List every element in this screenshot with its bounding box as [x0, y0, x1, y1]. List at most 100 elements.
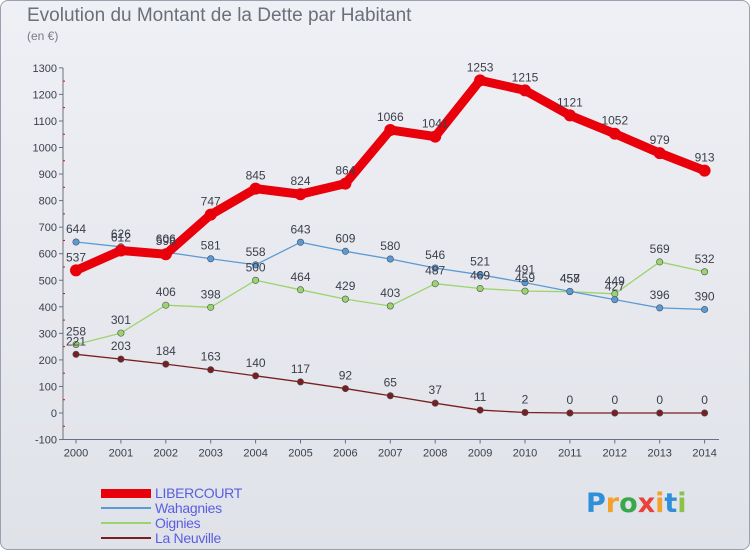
y-tick-label: 1300	[33, 63, 57, 75]
data-label-la-neuville: 2	[522, 392, 529, 406]
data-label-la-neuville: 140	[246, 356, 266, 370]
data-point-la-neuville	[521, 408, 529, 416]
data-label-la-neuville: 184	[156, 344, 176, 358]
x-tick-label: 2013	[647, 448, 671, 460]
proxiti-logo: Proxiti	[586, 488, 687, 519]
data-point-la-neuville	[207, 366, 215, 374]
y-tick-label: 1000	[33, 143, 57, 155]
data-label-wahagnies: 643	[290, 222, 310, 236]
y-tick-label: 200	[39, 355, 57, 367]
y-tick-label: 900	[39, 169, 57, 181]
data-label-wahagnies: 558	[246, 245, 266, 259]
data-point-la-neuville	[431, 399, 439, 407]
legend-label-wahagnies: Wahagnies	[155, 500, 222, 516]
legend-swatch-oignies	[101, 522, 151, 524]
data-label-oignies: 406	[156, 285, 176, 299]
data-label-oignies: 457	[560, 272, 580, 286]
logo-letter: t	[664, 488, 678, 519]
x-tick-label: 2011	[558, 448, 582, 460]
x-tick-label: 2001	[109, 448, 133, 460]
data-point-libercourt	[70, 264, 82, 277]
data-point-oignies	[341, 295, 349, 303]
y-tick-label: 800	[39, 196, 57, 208]
y-tick-label: 500	[39, 275, 57, 287]
chart-title: Evolution du Montant de la Dette par Hab…	[27, 5, 412, 26]
data-label-la-neuville: 203	[111, 339, 131, 353]
legend-swatch-wahagnies	[101, 507, 151, 509]
data-point-wahagnies	[701, 305, 709, 313]
logo-letter: r	[605, 488, 620, 519]
data-point-libercourt	[429, 130, 442, 143]
data-label-wahagnies: 626	[111, 227, 131, 241]
data-point-wahagnies	[431, 264, 439, 272]
data-label-libercourt: 612	[111, 231, 131, 245]
y-tick-label: 0	[51, 408, 57, 420]
data-point-libercourt	[339, 177, 352, 190]
data-point-libercourt	[249, 182, 262, 195]
data-point-libercourt	[384, 123, 397, 136]
legend-swatch-libercourt	[101, 489, 151, 498]
y-tick-label: 1100	[33, 116, 57, 128]
x-tick-label: 2014	[692, 448, 716, 460]
data-point-wahagnies	[476, 271, 484, 279]
data-point-oignies	[162, 301, 170, 309]
data-label-oignies: 487	[425, 264, 445, 278]
data-label-la-neuville: 117	[291, 362, 310, 376]
data-label-libercourt: 537	[66, 250, 86, 264]
data-label-wahagnies: 581	[201, 239, 221, 253]
data-point-la-neuville	[656, 409, 664, 417]
data-point-wahagnies	[341, 247, 349, 255]
x-tick-label: 2006	[333, 448, 357, 460]
x-tick-label: 2009	[468, 448, 492, 460]
data-point-wahagnies	[296, 238, 304, 246]
x-tick-label: 2012	[603, 448, 627, 460]
data-label-wahagnies: 390	[695, 289, 715, 303]
data-label-libercourt: 1121	[557, 95, 583, 109]
data-label-la-neuville: 37	[429, 383, 443, 397]
logo-letter: P	[586, 488, 606, 519]
x-tick-label: 2002	[154, 448, 178, 460]
x-tick-label: 2003	[198, 448, 222, 460]
data-label-la-neuville: 0	[611, 393, 618, 407]
data-point-oignies	[252, 276, 260, 284]
data-point-la-neuville	[162, 360, 170, 368]
data-point-oignies	[656, 258, 664, 266]
data-label-la-neuville: 0	[567, 393, 574, 407]
data-label-wahagnies: 458	[560, 271, 580, 285]
data-point-la-neuville	[341, 385, 349, 393]
data-point-oignies	[117, 329, 125, 337]
x-tick-label: 2007	[378, 448, 402, 460]
data-label-libercourt: 864	[335, 164, 355, 178]
data-point-la-neuville	[252, 372, 260, 380]
data-point-oignies	[521, 287, 529, 295]
x-tick-label: 2005	[288, 448, 312, 460]
legend-swatch-la-neuville	[101, 537, 151, 539]
data-label-libercourt: 845	[246, 169, 266, 183]
chart-subtitle: (en €)	[27, 29, 59, 43]
x-tick-label: 2008	[423, 448, 447, 460]
logo-letter: i	[677, 488, 687, 519]
data-point-la-neuville	[386, 392, 394, 400]
data-label-la-neuville: 11	[474, 390, 487, 404]
data-label-oignies: 569	[650, 242, 670, 256]
data-label-oignies: 301	[111, 313, 131, 327]
data-point-wahagnies	[611, 296, 619, 304]
data-label-libercourt: 1215	[512, 70, 539, 84]
data-label-oignies: 500	[246, 260, 266, 274]
data-point-wahagnies	[521, 279, 529, 287]
data-point-oignies	[431, 280, 439, 288]
legend-label-libercourt: LIBERCOURT	[155, 485, 242, 501]
data-label-libercourt: 979	[650, 133, 670, 147]
logo-letter: x	[637, 488, 656, 519]
data-label-libercourt: 747	[201, 195, 221, 209]
data-label-oignies: 532	[695, 252, 715, 266]
x-tick-label: 2004	[243, 448, 267, 460]
data-label-wahagnies: 609	[335, 231, 355, 245]
data-label-libercourt: 1253	[467, 60, 494, 74]
data-label-wahagnies: 606	[156, 232, 176, 246]
data-label-wahagnies: 580	[380, 239, 400, 253]
data-point-oignies	[296, 286, 304, 294]
y-tick-label: 700	[39, 222, 57, 234]
data-point-libercourt	[114, 244, 127, 257]
